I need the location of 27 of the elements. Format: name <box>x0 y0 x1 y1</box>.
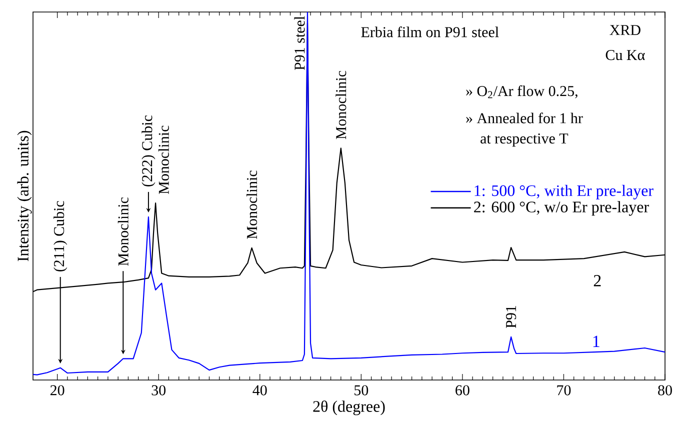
annotation: 2 <box>594 275 601 286</box>
x-tick-label: 60 <box>456 385 470 396</box>
annotation: (222) Cubic <box>142 115 156 186</box>
annotation: (211) Cubic <box>54 201 68 272</box>
legend-label: 2: 600 °C, w/o Er pre-layer <box>474 201 649 216</box>
annotation: P91 <box>506 306 516 328</box>
annotation: » Annealed for 1 hr <box>466 112 583 124</box>
annotation: Cu Kα <box>606 50 645 60</box>
annotation: » O$_{2}$/Ar flow 0.25, <box>466 85 578 98</box>
x-tick-label: 50 <box>354 385 368 396</box>
x-tick-label: 40 <box>252 385 267 396</box>
annotation: Erbia film on P91 steel <box>361 26 499 38</box>
x-tick-label: 80 <box>658 385 672 396</box>
y-axis-title: Intensity (arb. units) <box>17 130 32 262</box>
annotation: 1 <box>593 336 600 347</box>
annotation: Monoclinic <box>336 70 346 140</box>
annotation: Monoclinic <box>246 170 258 239</box>
annotation: at respective T <box>480 133 568 147</box>
annotation: XRD <box>610 25 640 35</box>
x-tick-label: 20 <box>50 385 64 396</box>
x-tick-label: 30 <box>152 385 166 396</box>
legend-label: 1: 500 °C, with Er pre-layer <box>474 184 654 200</box>
annotation: Monoclinic <box>118 197 128 266</box>
annotation: Monoclinic <box>158 126 169 194</box>
x-axis-title: 2θ (degree) <box>313 400 385 416</box>
annotation: P91 steel <box>294 16 305 70</box>
x-tick-label: 70 <box>557 385 571 396</box>
